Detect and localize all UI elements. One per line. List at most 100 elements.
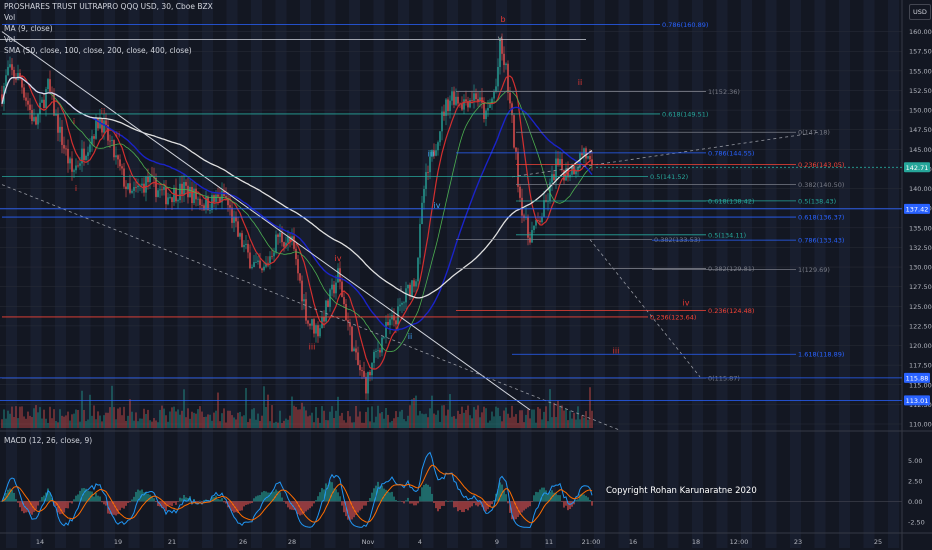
volume-bar (201, 411, 203, 428)
volume-bar (291, 396, 293, 428)
candle-body (455, 96, 457, 105)
volume-bar (505, 407, 507, 428)
time-tick-label: 28 (288, 538, 296, 546)
candle-body (23, 87, 25, 98)
macd-histogram-bar (133, 496, 135, 502)
candle-body (483, 102, 485, 119)
price-tick-label: 115.00 (909, 381, 932, 389)
candle-body (549, 182, 551, 201)
macd-histogram-bar (103, 501, 105, 505)
volume-bar (351, 422, 353, 428)
volume-bar (173, 406, 175, 428)
time-axis[interactable]: 14 19 21 26 28 Nov 4 9 11 21:00 16 18 12:00 23 25 (36, 538, 882, 546)
candle-body (151, 175, 153, 177)
volume-bar (9, 413, 11, 428)
macd-histogram-bar (383, 488, 385, 502)
volume-bar (431, 395, 433, 428)
candle-body (149, 175, 151, 183)
volume-bar (333, 418, 335, 428)
macd-histogram-bar (125, 501, 127, 506)
macd-histogram-bar (459, 501, 461, 510)
candle-body (469, 99, 471, 108)
candle-body (325, 300, 327, 322)
candle-body (209, 209, 211, 211)
macd-histogram-bar (21, 501, 23, 512)
volume-bar (435, 414, 437, 428)
candle-body (247, 243, 249, 253)
candle-body (9, 64, 11, 67)
macd-histogram-bar (241, 501, 243, 511)
volume-bar (103, 415, 105, 428)
macd-histogram-bar (131, 499, 133, 502)
candle-body (589, 156, 591, 160)
symbol-title[interactable]: PROSHARES TRUST ULTRAPRO QQQ USD, 30, Cb… (4, 2, 213, 11)
candle-body (287, 236, 289, 243)
macd-histogram-bar (43, 495, 45, 502)
fib-label: 0(115.87) (708, 374, 740, 382)
fib-label: 0.382(140.50) (798, 181, 844, 189)
macd-histogram-bar (489, 501, 491, 507)
macd-histogram-bar (139, 490, 141, 502)
candle-body (45, 89, 47, 109)
volume-bar (335, 410, 337, 428)
fib-label: 0.618(149.51) (662, 110, 708, 118)
fib-label: 0.618(138.42) (708, 197, 754, 205)
volume-bar (241, 416, 243, 428)
indicator-vol-2[interactable]: Vol (4, 35, 16, 44)
macd-histogram-bar (295, 501, 297, 511)
macd-histogram-bar (35, 501, 37, 510)
macd-label[interactable]: MACD (12, 26, close, 9) (4, 436, 93, 445)
candle-body (65, 148, 67, 150)
price-tick-label: 157.50 (909, 48, 932, 56)
volume-bar (457, 410, 459, 428)
session-stripe (863, 0, 875, 548)
candle-body (127, 183, 129, 190)
volume-bar (167, 421, 169, 428)
session-stripe (202, 0, 213, 548)
candle-body (323, 317, 325, 322)
candle-body (41, 99, 43, 103)
candle-body (255, 261, 257, 263)
wave-label: ii (101, 107, 105, 116)
indicator-ma[interactable]: MA (9, close) (4, 24, 53, 33)
candle-body (293, 236, 295, 249)
indicator-vol[interactable]: Vol (4, 13, 16, 22)
candle-body (307, 320, 309, 324)
macd-histogram-bar (441, 501, 443, 506)
candle-body (563, 170, 565, 181)
candle-body (317, 325, 319, 337)
candle-body (453, 91, 455, 105)
candle-body (535, 220, 537, 226)
fib-levels[interactable]: 0.786(160.89) 1(152.36) 0.618(149.51) 0(147… (0, 21, 902, 401)
wave-label: i (73, 117, 75, 126)
volume-bar (21, 406, 23, 428)
volume-bar (179, 414, 181, 428)
volume-bar (133, 420, 135, 428)
candle-body (141, 183, 143, 186)
volume-bar (225, 422, 227, 428)
volume-bar (311, 412, 313, 428)
macd-histogram-bar (173, 501, 175, 503)
volume-bar (115, 419, 117, 428)
currency-button[interactable]: USD (909, 4, 931, 20)
fib-label: 0.5(138.43) (798, 197, 836, 205)
wave-label: iv (335, 254, 342, 263)
indicator-sma[interactable]: SMA (50, close, 100, close, 200, close, … (4, 46, 192, 55)
volume-bar (473, 407, 475, 428)
volume-bar (155, 420, 157, 428)
candle-body (337, 268, 339, 283)
fib-label: 0.236(143.05) (798, 161, 844, 169)
macd-histogram-bar (427, 484, 429, 502)
candle-body (155, 177, 157, 197)
macd-histogram-bar (397, 501, 399, 502)
macd-histogram-bar (415, 501, 417, 506)
volume-bar (477, 405, 479, 428)
macd-histogram-bar (229, 501, 231, 509)
volume-bar (195, 413, 197, 428)
candle-body (425, 172, 427, 189)
candle-body (341, 281, 343, 298)
price-axis[interactable]: 160.00 157.50 155.00 152.50 150.00 147.50 145.… (904, 28, 932, 429)
candle-body (221, 190, 223, 203)
session-stripe (398, 0, 409, 548)
